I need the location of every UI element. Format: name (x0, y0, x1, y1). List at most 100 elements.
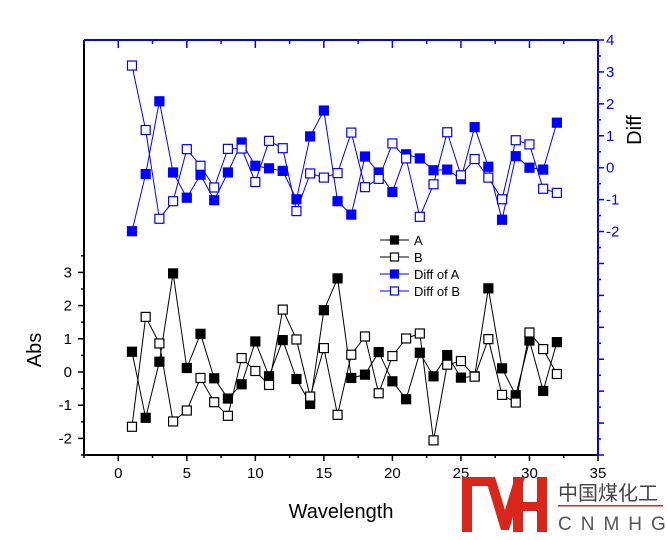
data-point (140, 124, 151, 136)
data-point (428, 371, 439, 382)
data-point (551, 368, 562, 380)
data-point (401, 394, 412, 405)
data-point (305, 391, 316, 402)
data-point (195, 372, 206, 384)
data-point (291, 373, 302, 385)
data-point (483, 161, 494, 172)
data-point (510, 397, 521, 408)
series-diff-of-a (126, 96, 562, 237)
data-point (496, 214, 508, 225)
data-point (263, 371, 275, 382)
watermark-logo: 中国煤化工 CNMHG (462, 477, 667, 535)
data-point (195, 160, 206, 171)
data-point (469, 371, 480, 382)
data-point (236, 379, 247, 390)
data-point (195, 328, 206, 339)
x-tick-label: 15 (316, 465, 333, 482)
data-point (318, 305, 329, 316)
data-point (332, 196, 343, 207)
x-tick-label: 5 (183, 465, 191, 482)
data-point (428, 165, 439, 176)
series-line (131, 65, 558, 220)
x-tick-label: 20 (384, 465, 401, 482)
data-point (332, 168, 343, 179)
data-point (126, 226, 138, 237)
y-left-tick-label: -1 (59, 397, 72, 414)
legend-item: Diff of B (380, 284, 460, 299)
y-right-tick-label: -2 (606, 224, 619, 241)
legend-label: Diff of B (414, 284, 460, 299)
data-point (442, 349, 453, 361)
data-point (250, 336, 261, 347)
data-point (483, 334, 494, 345)
data-point (126, 421, 138, 432)
data-point (455, 170, 467, 181)
data-point (263, 135, 275, 146)
legend-marker (389, 235, 400, 245)
y-right-tick-label: 3 (606, 64, 614, 81)
data-point (332, 273, 343, 284)
legend-marker (389, 286, 400, 296)
data-point (483, 172, 494, 183)
y-left-tick-label: 0 (64, 364, 72, 381)
data-point (414, 347, 425, 358)
data-point (167, 167, 179, 178)
y-right-tick-label: 4 (606, 32, 614, 49)
data-point (154, 356, 165, 367)
data-point (496, 194, 508, 205)
data-point (346, 372, 357, 384)
data-point (250, 160, 261, 171)
x-tick-label: 30 (521, 465, 538, 482)
legend-label: A (414, 233, 423, 248)
legend-label: B (414, 250, 423, 265)
data-point (401, 333, 412, 344)
data-point (496, 389, 508, 401)
data-point (510, 151, 521, 162)
data-point (551, 117, 562, 128)
data-point (359, 331, 371, 342)
data-point (140, 168, 151, 180)
y-right-tick-label: -1 (606, 192, 619, 209)
x-axis-label: Wavelength (289, 501, 394, 523)
series-b (126, 304, 562, 446)
data-point (373, 173, 384, 184)
data-point (359, 369, 371, 380)
data-point (387, 138, 398, 149)
data-point (305, 131, 316, 142)
watermark-cn-text: 中国煤化工 (558, 482, 658, 505)
data-point (469, 153, 480, 165)
data-point (483, 283, 494, 294)
data-point (318, 105, 329, 116)
data-point (496, 363, 508, 374)
data-point (209, 373, 220, 384)
data-point (551, 187, 562, 199)
data-point (332, 409, 343, 420)
data-point (538, 385, 549, 397)
data-point (277, 143, 288, 154)
data-point (277, 165, 288, 176)
data-point (222, 143, 234, 154)
data-point (346, 349, 357, 360)
data-point (318, 342, 329, 354)
data-point (250, 176, 261, 188)
watermark-en-text: CNMHG (558, 514, 667, 535)
data-point (387, 376, 398, 387)
y-left-tick-label: -2 (59, 430, 72, 447)
data-point (401, 153, 412, 164)
data-point (538, 164, 549, 175)
data-point (359, 151, 371, 162)
data-point (277, 335, 288, 346)
data-point (236, 143, 247, 154)
data-point (167, 196, 179, 207)
y-right-tick-label: 1 (606, 128, 614, 145)
x-tick-label: 10 (247, 465, 264, 482)
data-point (524, 139, 535, 150)
y-axis-left-label: Abs (24, 333, 46, 367)
legend-marker (389, 252, 400, 262)
data-point (442, 359, 453, 370)
data-point (414, 211, 425, 222)
data-point (387, 350, 398, 362)
data-point (236, 352, 247, 364)
legend-item: Diff of A (380, 267, 460, 282)
